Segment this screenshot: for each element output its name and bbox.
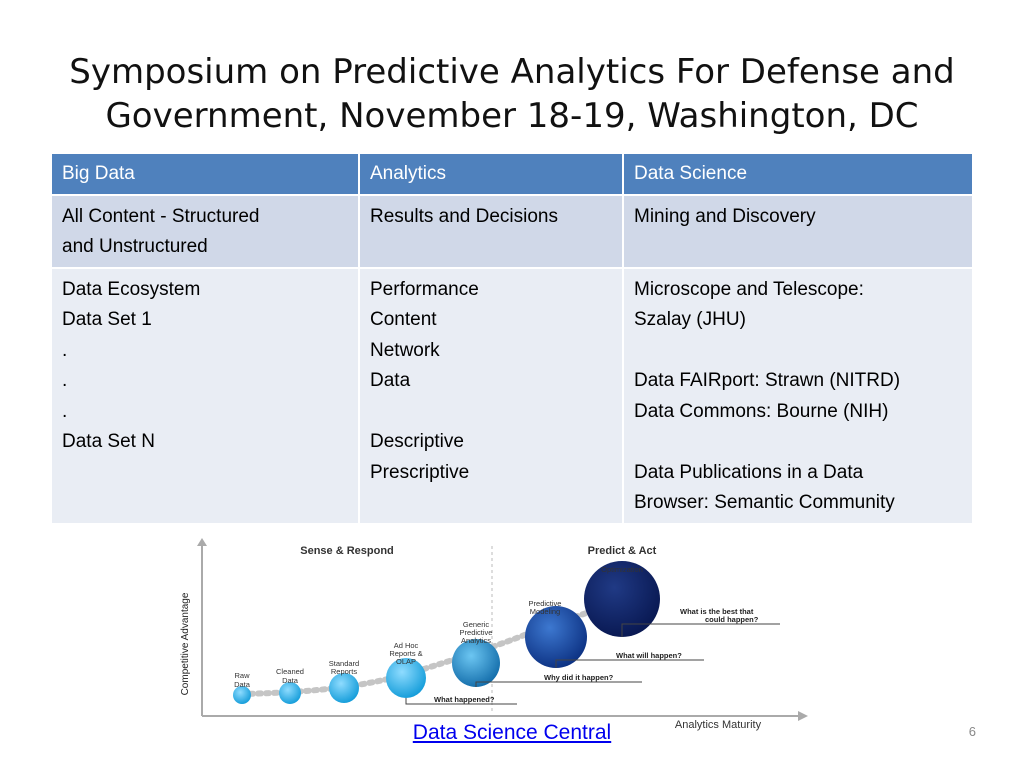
y-axis-arrow-icon xyxy=(197,538,207,546)
y-axis-label: Competitive Advantage xyxy=(180,592,191,695)
stage-label: OLAP xyxy=(396,657,416,666)
section-right-label: Predict & Act xyxy=(588,545,657,557)
cell-line: All Content - Structured xyxy=(62,205,260,227)
stage-ad-hoc-reports xyxy=(386,658,426,698)
stage-label: Ad Hoc xyxy=(394,641,419,650)
comparison-table: Big Data Analytics Data Science All Cont… xyxy=(52,154,974,525)
stage-label: Reports xyxy=(331,667,358,676)
question-best-that-could-happen: could happen? xyxy=(705,615,759,624)
cell-line: Prescriptive xyxy=(370,461,470,483)
cell-line: Data Publications in a Data xyxy=(634,461,864,483)
table-row: Data Ecosystem Data Set 1 . . . Data Set… xyxy=(52,267,974,525)
cell-line: Microscope and Telescope: xyxy=(634,278,864,300)
header-analytics: Analytics xyxy=(359,154,624,196)
stage-label: Modeling xyxy=(530,607,560,616)
cell-line: Data Ecosystem xyxy=(62,278,201,300)
cell-line: and Unstructured xyxy=(62,236,208,257)
cell-line xyxy=(634,427,962,458)
stage-label: Predictive xyxy=(529,599,562,608)
stage-cleaned-data xyxy=(279,682,301,704)
cell-line: Browser: Semantic Community xyxy=(634,492,895,513)
stage-standard-reports xyxy=(329,673,359,703)
x-axis-label: Analytics Maturity xyxy=(675,719,762,731)
table-header-row: Big Data Analytics Data Science xyxy=(52,154,974,196)
cell-line: Data Commons: Bourne (NIH) xyxy=(634,400,889,422)
cell-line: Performance xyxy=(370,278,479,300)
cell-line: Network xyxy=(370,339,440,361)
callout-line xyxy=(405,698,517,705)
question-what-happened: What happened? xyxy=(434,695,495,704)
stage-label: Cleaned xyxy=(276,667,304,676)
callout-line xyxy=(621,623,780,637)
cell-line xyxy=(634,336,962,367)
stage-label: Optimization xyxy=(601,565,643,574)
cell-line: Content xyxy=(370,309,437,330)
slide-title-line-2: Government, November 18-19, Washington, … xyxy=(105,96,919,136)
page-number: 6 xyxy=(968,724,976,739)
cell-line: Data Set 1 xyxy=(62,309,152,330)
header-data-science: Data Science xyxy=(623,154,974,196)
stage-label: Reports & xyxy=(389,649,422,658)
cell-big-data: All Content - Structured and Unstructure… xyxy=(52,194,360,269)
cell-line: Descriptive xyxy=(370,431,464,452)
header-big-data: Big Data xyxy=(52,154,360,196)
stage-predictive-modeling xyxy=(525,606,587,668)
cell-line: Szalay (JHU) xyxy=(634,309,746,330)
question-why-did-it-happen: Why did it happen? xyxy=(544,673,614,682)
stage-label: Standard xyxy=(329,659,359,668)
table-row: All Content - Structured and Unstructure… xyxy=(52,194,974,269)
cell-line: Data FAIRport: Strawn (NITRD) xyxy=(634,370,901,391)
cell-analytics: Results and Decisions xyxy=(359,194,624,269)
stage-generic-predictive xyxy=(452,639,500,687)
slide-title-line-1: Symposium on Predictive Analytics For De… xyxy=(69,52,955,92)
cell-line: Results and Decisions xyxy=(370,205,558,227)
analytics-maturity-diagram: Competitive Advantage Analytics Maturity… xyxy=(180,538,808,731)
stage-label: Raw xyxy=(234,671,250,680)
source-link[interactable]: Data Science Central xyxy=(412,721,612,744)
cell-line: . xyxy=(62,400,68,422)
callout-line xyxy=(555,659,704,668)
cell-big-data: Data Ecosystem Data Set 1 . . . Data Set… xyxy=(52,267,360,525)
stage-optimization xyxy=(584,561,660,637)
question-best-that-could-happen: What is the best that xyxy=(680,607,754,616)
cell-line: Data Set N xyxy=(62,431,155,452)
cell-line xyxy=(370,397,612,428)
section-left-label: Sense & Respond xyxy=(300,545,394,557)
cell-line: Data xyxy=(370,370,411,391)
cell-data-science: Mining and Discovery xyxy=(623,194,974,269)
question-what-will-happen: What will happen? xyxy=(616,651,682,660)
cell-line: Mining and Discovery xyxy=(634,205,816,227)
cell-data-science: Microscope and Telescope: Szalay (JHU) D… xyxy=(623,267,974,525)
x-axis-arrow-icon xyxy=(798,711,808,721)
callout-line xyxy=(475,681,642,687)
cell-line: . xyxy=(62,370,68,391)
stage-raw-data xyxy=(233,686,251,704)
stage-label: Data xyxy=(234,680,251,689)
stage-label: Predictive xyxy=(460,628,493,637)
stage-label: Generic xyxy=(463,620,490,629)
cell-line: . xyxy=(62,339,68,361)
stage-label: Analytics xyxy=(461,636,491,645)
stage-label: Data xyxy=(282,676,299,685)
slide-title: Symposium on Predictive Analytics For De… xyxy=(40,50,984,138)
cell-analytics: Performance Content Network Data Descrip… xyxy=(359,267,624,525)
